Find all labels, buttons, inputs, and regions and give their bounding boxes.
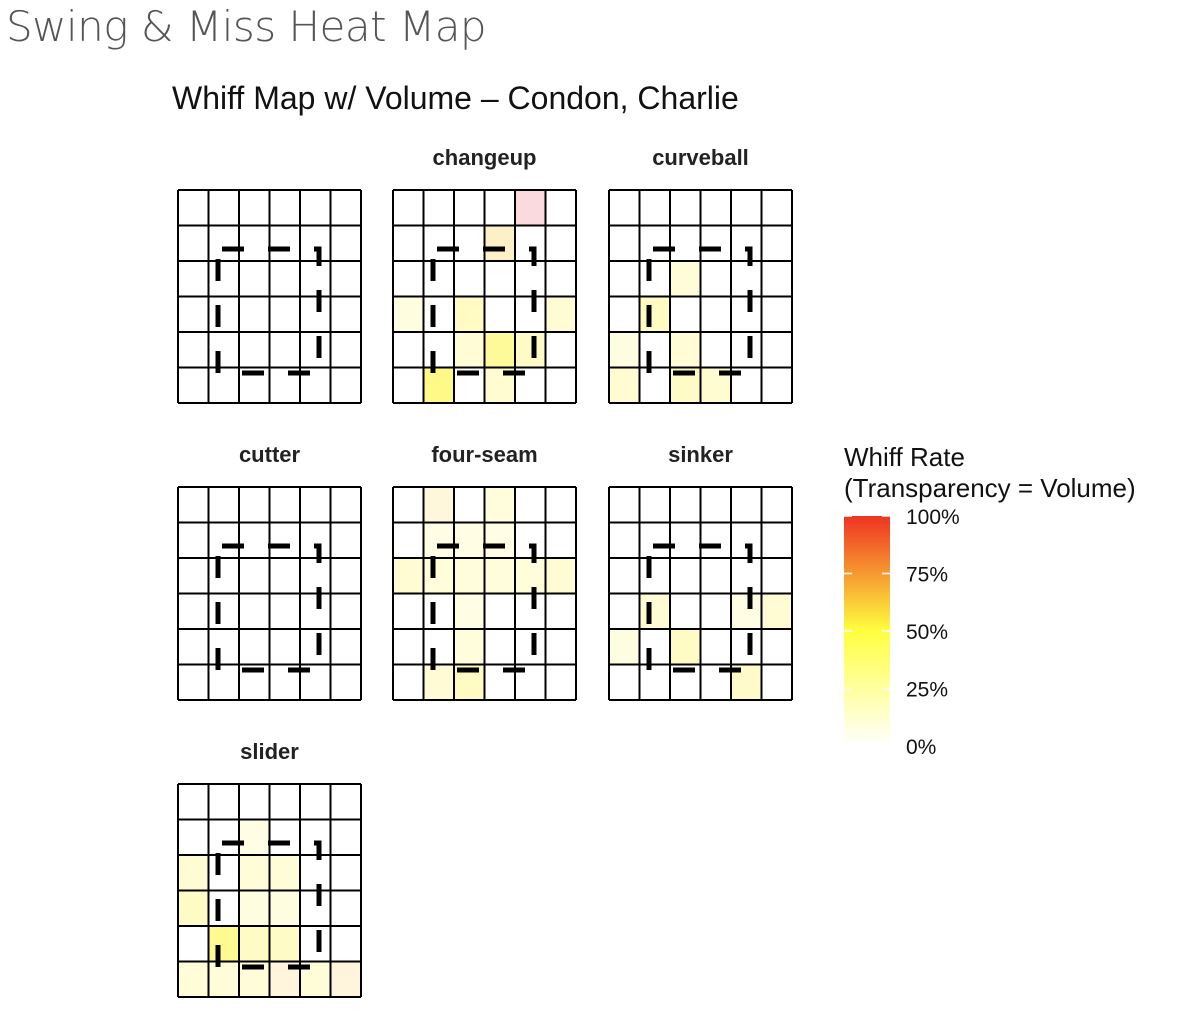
heat-cell [670, 332, 701, 368]
heat-cell [423, 664, 454, 700]
heat-cell [239, 819, 270, 855]
heat-cell [484, 332, 515, 368]
heat-cell [454, 593, 485, 629]
facet-four-seam: four-seam [392, 442, 577, 701]
heat-cell [484, 522, 515, 558]
heat-cell [330, 961, 361, 997]
facet-blank [177, 189, 362, 404]
facet-curveball: curveball [608, 145, 793, 404]
heat-cell [178, 890, 209, 926]
heat-cell [515, 558, 546, 594]
grid-lines [392, 486, 577, 701]
facet-label: sinker [668, 442, 733, 467]
heat-cell [484, 558, 515, 594]
strike-zone [215, 840, 322, 970]
heat-cell [423, 487, 454, 523]
heat-cell [208, 926, 239, 962]
facet-label: cutter [239, 442, 301, 467]
facet-sinker: sinker [608, 442, 793, 701]
heat-cell [423, 367, 454, 403]
heat-cell [269, 926, 300, 962]
heat-cell [239, 926, 270, 962]
legend-title-line-1: Whiff Rate [844, 442, 965, 472]
heat-cell [484, 487, 515, 523]
facet-changeup: changeup [392, 145, 577, 404]
grid-lines [608, 189, 793, 404]
heat-cell [178, 855, 209, 891]
legend-tick-label: 100% [906, 506, 960, 529]
legend-title-line-2: (Transparency = Volume) [844, 473, 1136, 503]
legend-tick-label: 75% [906, 564, 948, 587]
heat-cell [545, 296, 576, 332]
heat-cell [454, 629, 485, 665]
strike-zone [215, 246, 322, 376]
facet-cutter: cutter [177, 442, 362, 701]
heat-cell [239, 855, 270, 891]
facet-label: slider [240, 739, 299, 764]
strike-zone [646, 543, 753, 673]
page-title: Swing & Miss Heat Map [6, 2, 487, 51]
heat-cell [423, 522, 454, 558]
heat-cell [609, 332, 640, 368]
grid-lines [177, 486, 362, 701]
strike-zone [430, 543, 537, 673]
heat-cell [454, 522, 485, 558]
heat-cell [393, 558, 424, 594]
heat-cell [423, 558, 454, 594]
strike-zone [430, 246, 537, 376]
heat-cell [393, 296, 424, 332]
facet-label: four-seam [431, 442, 537, 467]
heat-cell [545, 558, 576, 594]
legend: Whiff Rate (Transparency = Volume) 100% 7… [844, 442, 1136, 759]
heat-cell [454, 332, 485, 368]
legend-tick-label: 50% [906, 621, 948, 644]
grid-lines [177, 189, 362, 404]
chart-title: Whiff Map w/ Volume – Condon, Charlie [172, 80, 739, 116]
grid-lines [608, 486, 793, 701]
heat-cell [239, 890, 270, 926]
heat-cell [731, 593, 762, 629]
heat-cell [515, 190, 546, 226]
heat-cell [609, 629, 640, 665]
legend-tick-label: 0% [906, 736, 936, 759]
heat-cell [639, 593, 670, 629]
heat-cell [208, 961, 239, 997]
heat-cell [178, 961, 209, 997]
heat-cell [269, 890, 300, 926]
grid-lines [392, 189, 577, 404]
legend-tick-label: 25% [906, 679, 948, 702]
heat-cell [670, 261, 701, 297]
facet-label: changeup [433, 145, 537, 170]
strike-zone [646, 246, 753, 376]
grid-lines [177, 783, 362, 998]
heat-cell [670, 629, 701, 665]
heat-cell [515, 332, 546, 368]
strike-zone [215, 543, 322, 673]
heat-cell [454, 296, 485, 332]
facet-slider: slider [177, 739, 362, 998]
facets-layer: changeup curveball cutter four-seam sinker sl… [177, 145, 793, 998]
heat-cell [454, 558, 485, 594]
heat-cell [609, 367, 640, 403]
heat-cell [761, 593, 792, 629]
heat-cell [639, 296, 670, 332]
heat-cell [269, 855, 300, 891]
heat-cell [484, 225, 515, 261]
facet-label: curveball [652, 145, 749, 170]
